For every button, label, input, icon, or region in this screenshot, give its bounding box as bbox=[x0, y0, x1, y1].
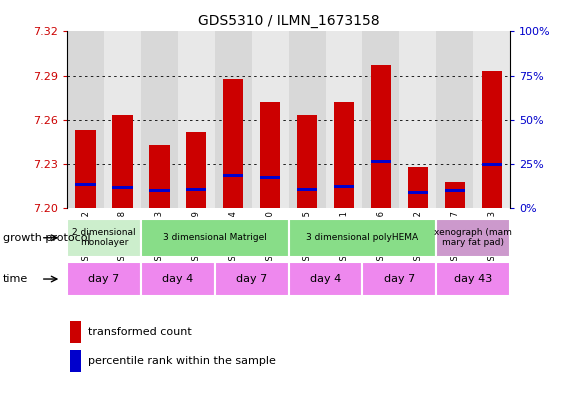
Bar bbox=[67, 219, 141, 257]
Text: day 7: day 7 bbox=[236, 274, 267, 284]
Bar bbox=[141, 219, 289, 257]
Bar bbox=[186, 132, 206, 208]
Text: growth protocol: growth protocol bbox=[3, 233, 90, 243]
Bar bbox=[141, 31, 178, 208]
Bar bbox=[70, 321, 81, 343]
Bar bbox=[67, 262, 141, 296]
Text: day 4: day 4 bbox=[310, 274, 341, 284]
Bar bbox=[473, 31, 510, 208]
Bar bbox=[104, 31, 141, 208]
Bar bbox=[399, 31, 436, 208]
Text: percentile rank within the sample: percentile rank within the sample bbox=[87, 356, 275, 366]
Text: 3 dimensional polyHEMA: 3 dimensional polyHEMA bbox=[307, 233, 419, 242]
Bar bbox=[75, 130, 96, 208]
Bar bbox=[215, 31, 252, 208]
Bar bbox=[113, 186, 132, 189]
Bar bbox=[113, 116, 132, 208]
Text: 3 dimensional Matrigel: 3 dimensional Matrigel bbox=[163, 233, 266, 242]
Text: xenograph (mam
mary fat pad): xenograph (mam mary fat pad) bbox=[434, 228, 512, 248]
Bar bbox=[289, 31, 325, 208]
Bar bbox=[445, 189, 465, 192]
Bar bbox=[334, 185, 354, 188]
Text: day 43: day 43 bbox=[454, 274, 492, 284]
Bar bbox=[297, 188, 317, 191]
Bar bbox=[75, 183, 96, 186]
Bar bbox=[260, 102, 280, 208]
Bar bbox=[371, 65, 391, 208]
Text: 2 dimensional
monolayer: 2 dimensional monolayer bbox=[72, 228, 136, 248]
Bar bbox=[223, 174, 243, 177]
Bar bbox=[436, 219, 510, 257]
Title: GDS5310 / ILMN_1673158: GDS5310 / ILMN_1673158 bbox=[198, 14, 380, 28]
Bar bbox=[215, 262, 289, 296]
Bar bbox=[482, 71, 502, 208]
Bar bbox=[141, 262, 215, 296]
Bar bbox=[445, 182, 465, 208]
Bar bbox=[436, 262, 510, 296]
Bar bbox=[289, 262, 363, 296]
Bar bbox=[363, 31, 399, 208]
Text: transformed count: transformed count bbox=[87, 327, 191, 337]
Bar bbox=[223, 79, 243, 208]
Bar bbox=[178, 31, 215, 208]
Bar bbox=[260, 176, 280, 179]
Bar bbox=[408, 167, 428, 208]
Text: day 7: day 7 bbox=[384, 274, 415, 284]
Text: time: time bbox=[3, 274, 28, 284]
Bar bbox=[482, 163, 502, 165]
Bar bbox=[149, 145, 170, 208]
Bar bbox=[334, 102, 354, 208]
Bar bbox=[408, 191, 428, 194]
Bar bbox=[186, 188, 206, 191]
Text: day 4: day 4 bbox=[162, 274, 194, 284]
Text: day 7: day 7 bbox=[89, 274, 120, 284]
Bar bbox=[297, 116, 317, 208]
Bar bbox=[149, 189, 170, 192]
Bar bbox=[371, 160, 391, 163]
Bar bbox=[252, 31, 289, 208]
Bar bbox=[325, 31, 363, 208]
Bar bbox=[67, 31, 104, 208]
Bar bbox=[70, 350, 81, 372]
Bar bbox=[363, 262, 436, 296]
Bar bbox=[289, 219, 436, 257]
Bar bbox=[436, 31, 473, 208]
